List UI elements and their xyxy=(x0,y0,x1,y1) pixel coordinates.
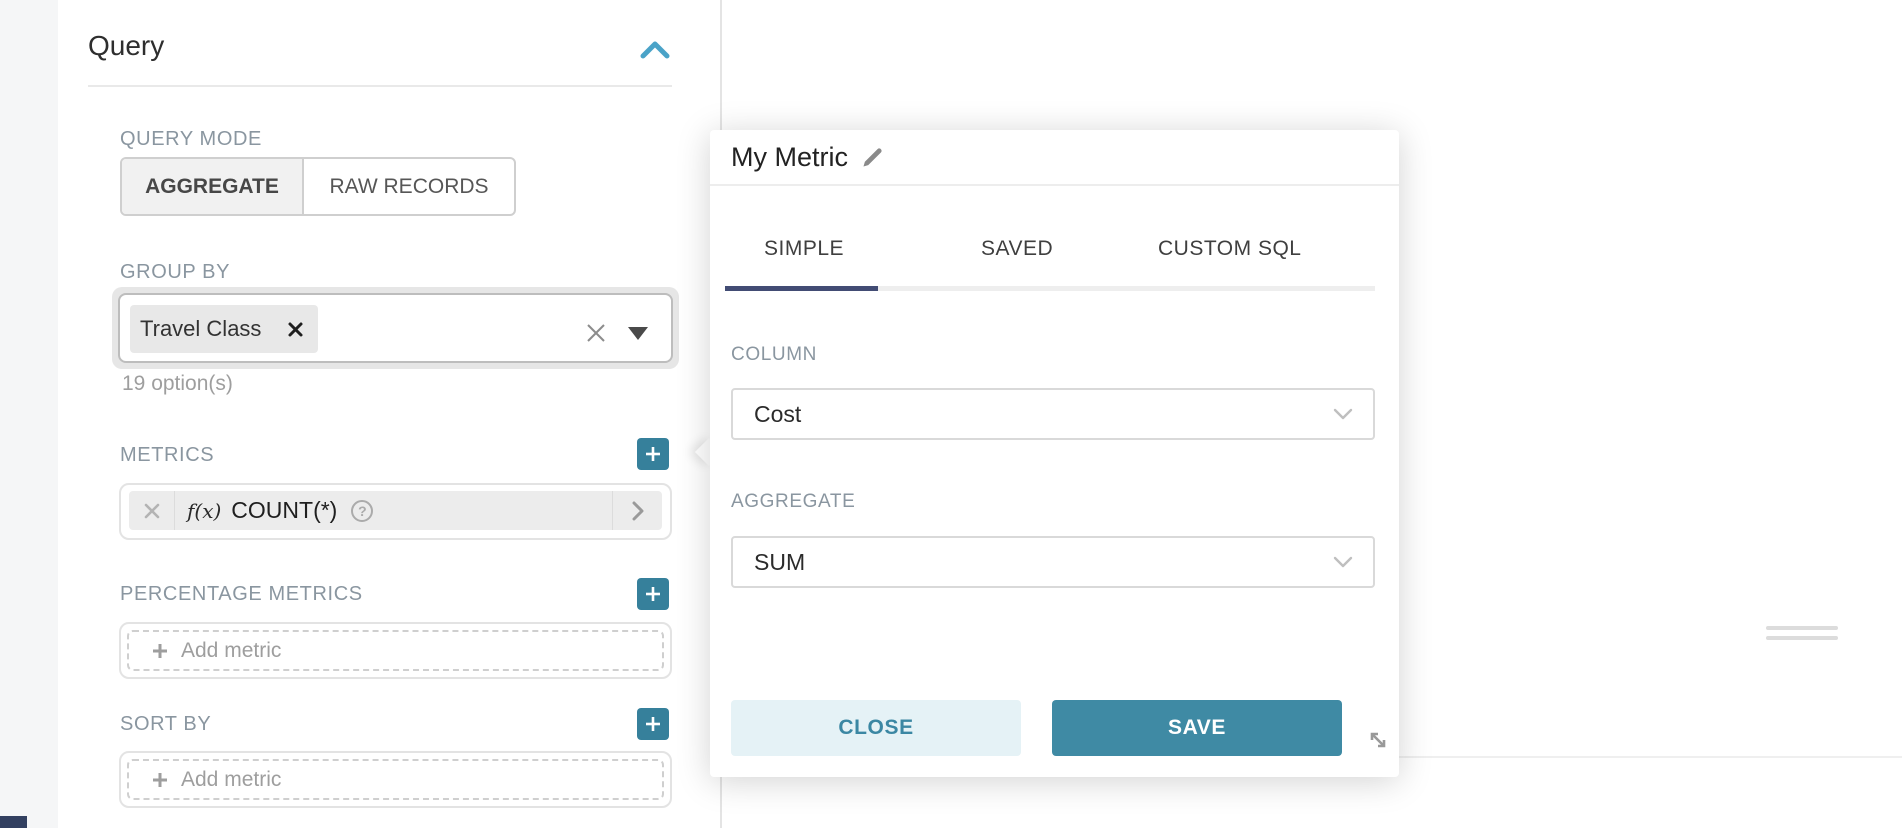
diagonal-resize-icon[interactable] xyxy=(1363,725,1393,755)
active-tab-indicator xyxy=(725,286,878,291)
metric-name: COUNT(*) xyxy=(231,497,338,523)
plus-icon xyxy=(153,772,167,787)
group-by-chip[interactable]: Travel Class xyxy=(130,305,319,353)
add-percentage-metric-plus-button[interactable] xyxy=(637,578,669,610)
plus-icon xyxy=(153,643,167,658)
pencil-icon[interactable] xyxy=(860,144,886,170)
tab-saved[interactable]: SAVED xyxy=(981,237,1054,260)
tabs-track xyxy=(725,286,1375,291)
function-icon: f(x) xyxy=(187,498,222,523)
add-metric-placeholder: Add metric xyxy=(181,638,282,662)
aggregate-value: SUM xyxy=(754,548,806,575)
chevron-down-icon xyxy=(1333,556,1353,568)
percentage-metrics-label: PERCENTAGE METRICS xyxy=(120,583,363,605)
popover-header: My Metric xyxy=(710,130,1399,186)
column-label: COLUMN xyxy=(731,344,817,365)
column-value: Cost xyxy=(754,400,802,427)
add-sort-plus-button[interactable] xyxy=(637,708,669,740)
metrics-label: METRICS xyxy=(120,444,215,466)
percentage-metrics-dropzone[interactable]: Add metric xyxy=(119,622,672,679)
chevron-down-icon xyxy=(1333,408,1353,420)
clear-icon[interactable] xyxy=(584,321,608,345)
resize-drag-handle[interactable] xyxy=(1766,624,1838,642)
aggregate-label: AGGREGATE xyxy=(731,491,856,512)
aggregate-select[interactable]: SUM xyxy=(731,536,1375,588)
tab-custom-sql[interactable]: CUSTOM SQL xyxy=(1158,237,1302,260)
tab-simple[interactable]: SIMPLE xyxy=(764,237,845,260)
dropdown-caret-icon[interactable] xyxy=(628,327,648,340)
left-gutter xyxy=(0,0,58,828)
query-mode-label: QUERY MODE xyxy=(120,128,262,150)
metric-editor-popover: My Metric SIMPLE SAVED CUSTOM SQL COLUMN… xyxy=(710,130,1399,777)
question-circle-icon[interactable]: ? xyxy=(351,499,374,522)
panel-corner xyxy=(0,816,27,828)
metric-pill[interactable]: f(x) COUNT(*) ? xyxy=(129,491,662,530)
save-button[interactable]: SAVE xyxy=(1052,700,1342,756)
close-button[interactable]: CLOSE xyxy=(731,700,1021,756)
query-section-title: Query xyxy=(88,30,165,61)
group-by-helper: 19 option(s) xyxy=(122,372,233,395)
chevron-up-icon[interactable] xyxy=(638,36,672,66)
metric-remove-icon[interactable] xyxy=(129,491,175,530)
add-metric-plus-button[interactable] xyxy=(637,438,669,470)
group-by-label: GROUP BY xyxy=(120,261,231,283)
query-mode-toggle: AGGREGATE RAW RECORDS xyxy=(120,157,516,216)
section-rule xyxy=(88,85,672,87)
column-select[interactable]: Cost xyxy=(731,388,1375,440)
sort-by-dropzone[interactable]: Add metric xyxy=(119,751,672,808)
chip-label: Travel Class xyxy=(140,316,262,341)
metric-expand-icon[interactable] xyxy=(612,491,662,530)
metric-title: My Metric xyxy=(731,141,848,172)
add-metric-placeholder: Add metric xyxy=(181,767,282,791)
chip-remove-icon[interactable] xyxy=(287,321,304,338)
sort-by-label: SORT BY xyxy=(120,713,212,735)
raw-records-button[interactable]: RAW RECORDS xyxy=(329,174,489,198)
aggregate-button[interactable]: AGGREGATE xyxy=(122,159,304,214)
